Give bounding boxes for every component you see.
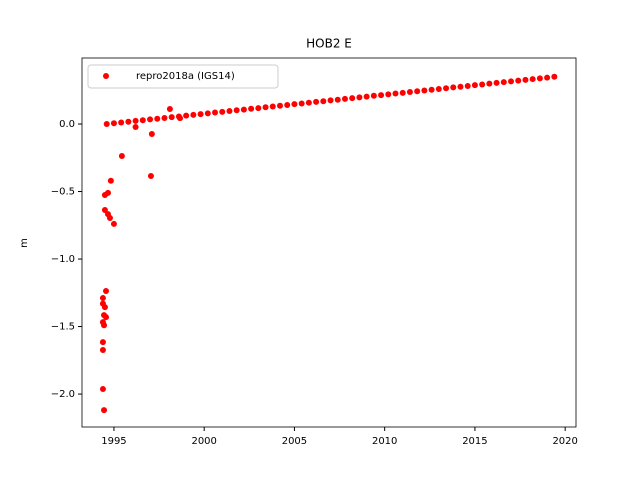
y-tick-label: 0.0 [59, 119, 75, 130]
plot-frame [81, 57, 577, 428]
point [443, 85, 450, 92]
point [349, 95, 356, 102]
point [392, 90, 399, 97]
point [204, 110, 211, 117]
point [99, 386, 106, 393]
point [255, 105, 262, 112]
point [177, 115, 184, 122]
point [551, 73, 558, 80]
point [101, 322, 108, 329]
point [522, 76, 529, 83]
point [464, 82, 471, 89]
point [370, 92, 377, 99]
point [248, 105, 255, 112]
point [166, 106, 173, 113]
point [428, 86, 435, 93]
point [168, 114, 175, 121]
point [197, 111, 204, 118]
y-axis-label: m [19, 238, 30, 248]
point [190, 111, 197, 118]
point [544, 74, 551, 81]
point [320, 98, 327, 105]
point [529, 76, 536, 83]
point [291, 101, 298, 108]
x-tick-label: 2020 [552, 436, 577, 447]
point [327, 97, 334, 104]
x-tick-label: 2000 [191, 436, 216, 447]
point [262, 104, 269, 111]
point [233, 107, 240, 114]
point [132, 117, 139, 124]
point [183, 112, 190, 119]
point [240, 106, 247, 113]
y-tick-label: −1.5 [51, 322, 75, 333]
point [99, 339, 106, 346]
point [106, 214, 113, 221]
point [493, 79, 500, 86]
point [118, 119, 125, 126]
point [508, 78, 515, 85]
point [110, 220, 117, 227]
chart-title: HOB2 E [306, 37, 352, 51]
x-tick-label: 2010 [372, 436, 397, 447]
x-tick-label: 2005 [282, 436, 307, 447]
point [356, 94, 363, 101]
point [378, 92, 385, 99]
point [212, 109, 219, 116]
point [385, 91, 392, 98]
legend-frame [87, 64, 279, 89]
point [103, 288, 110, 295]
point [147, 173, 154, 180]
point [154, 115, 161, 122]
point [515, 77, 522, 84]
point [486, 80, 493, 87]
point [276, 102, 283, 109]
point [125, 118, 132, 125]
point [298, 100, 305, 107]
point [161, 114, 168, 121]
point [103, 121, 110, 128]
legend-marker [103, 73, 109, 79]
point [101, 304, 108, 311]
point [399, 89, 406, 96]
point [110, 120, 117, 127]
x-tick-label: 1995 [101, 436, 126, 447]
y-tick-label: −2.0 [51, 389, 75, 400]
point [139, 117, 146, 124]
point [479, 81, 486, 88]
point [305, 99, 312, 106]
point [363, 93, 370, 100]
point [536, 75, 543, 82]
point [334, 96, 341, 103]
point [226, 108, 233, 115]
point [341, 95, 348, 102]
point [219, 108, 226, 115]
point [147, 116, 154, 123]
point [500, 79, 507, 86]
point [269, 103, 276, 110]
point [414, 88, 421, 95]
point [421, 87, 428, 94]
point [457, 83, 464, 90]
point [103, 314, 110, 321]
x-tick-label: 2015 [462, 436, 487, 447]
point [101, 407, 108, 414]
point [435, 86, 442, 93]
point [99, 295, 106, 302]
point [107, 177, 114, 184]
legend-label: repro2018a (IGS14) [136, 71, 235, 82]
point [118, 153, 125, 160]
point [104, 189, 111, 196]
point [450, 84, 457, 91]
y-tick-label: −1.0 [51, 254, 75, 265]
point [148, 131, 155, 138]
point [406, 89, 413, 96]
point [313, 98, 320, 105]
point [471, 82, 478, 89]
point [99, 347, 106, 354]
point [284, 101, 291, 108]
y-tick-label: −0.5 [51, 187, 75, 198]
point [132, 123, 139, 130]
